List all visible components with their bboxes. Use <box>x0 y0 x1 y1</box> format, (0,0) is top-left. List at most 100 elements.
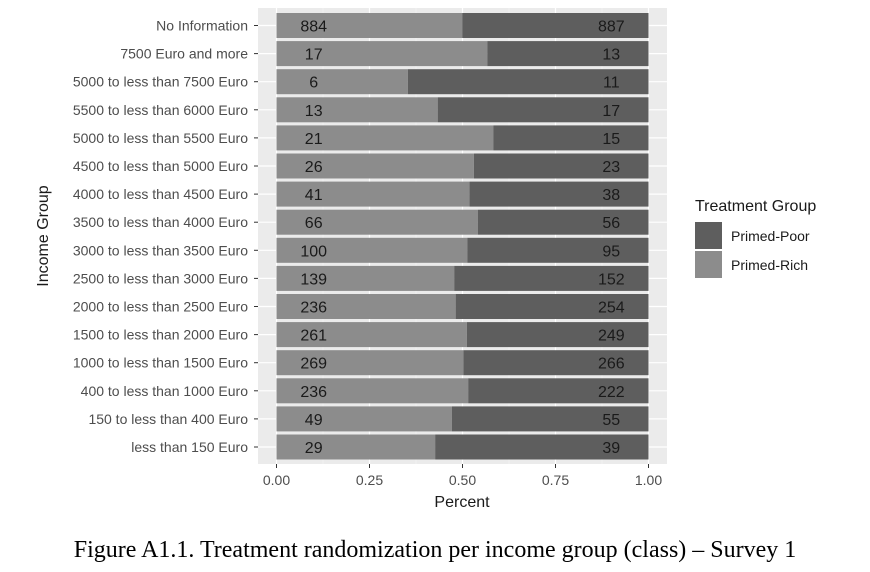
bar-primed-poor <box>493 125 649 151</box>
y-tick-label: 5500 to less than 6000 Euro <box>73 102 248 118</box>
bar-primed-poor <box>469 181 649 207</box>
bar-label-primed-rich: 261 <box>300 328 327 345</box>
bar-primed-rich <box>276 97 438 123</box>
bar-label-primed-poor: 11 <box>603 75 620 92</box>
bar-primed-rich <box>276 41 488 67</box>
legend: Treatment Group Primed-Poor Primed-Rich <box>695 198 816 278</box>
x-tick-label: 0.75 <box>542 472 569 488</box>
legend-title: Treatment Group <box>695 198 816 215</box>
bar-primed-rich <box>276 13 463 38</box>
y-tick-label: 150 to less than 400 Euro <box>88 411 248 427</box>
bar-label-primed-poor: 887 <box>598 19 625 36</box>
bar-label-primed-rich: 269 <box>300 356 327 373</box>
bar-label-primed-rich: 41 <box>305 187 323 204</box>
bar-label-primed-poor: 266 <box>598 356 625 373</box>
bar-label-primed-poor: 152 <box>598 271 625 288</box>
bar-label-primed-poor: 95 <box>602 243 620 260</box>
bar-label-primed-poor: 39 <box>602 440 620 457</box>
bar-label-primed-rich: 6 <box>309 75 318 92</box>
bars-layer <box>276 13 649 460</box>
bar-primed-rich <box>276 153 474 179</box>
bar-primed-poor <box>466 322 649 348</box>
bar-primed-poor <box>451 406 649 432</box>
y-tick-label: 5000 to less than 5500 Euro <box>73 130 248 146</box>
bar-primed-rich <box>276 434 436 460</box>
bar-primed-poor <box>462 13 649 38</box>
stacked-bar-chart: 884 887 17 13 6 11 13 17 21 15 26 23 41 38 66 56 100 95 13… <box>35 8 816 511</box>
y-axis-title: Income Group <box>35 185 52 286</box>
bar-label-primed-rich: 100 <box>300 243 327 260</box>
bar-primed-rich <box>276 350 464 376</box>
bar-label-primed-poor: 38 <box>602 187 620 204</box>
bar-label-primed-poor: 222 <box>598 384 625 401</box>
y-tick-label: 7500 Euro and more <box>120 46 248 62</box>
bar-label-primed-poor: 56 <box>602 215 620 232</box>
y-tick-label: 5000 to less than 7500 Euro <box>73 74 248 90</box>
y-tick-label: No Information <box>156 18 248 34</box>
bar-primed-poor <box>468 378 649 404</box>
bar-primed-rich <box>276 265 455 291</box>
bar-label-primed-rich: 49 <box>305 412 323 429</box>
bar-primed-rich <box>276 294 456 319</box>
bar-primed-rich <box>276 378 469 404</box>
bar-primed-rich <box>276 69 408 95</box>
x-tick-label: 0.25 <box>356 472 383 488</box>
y-tick-label: 1000 to less than 1500 Euro <box>73 355 248 371</box>
bar-label-primed-rich: 26 <box>305 159 323 176</box>
bar-label-primed-poor: 254 <box>598 300 625 317</box>
figure-caption: Figure A1.1. Treatment randomization per… <box>73 537 797 563</box>
bar-primed-poor <box>463 350 649 376</box>
bar-primed-poor <box>454 265 649 291</box>
legend-swatch <box>695 251 722 278</box>
bar-label-primed-rich: 66 <box>305 215 323 232</box>
bar-primed-poor <box>473 153 649 179</box>
x-tick-label: 1.00 <box>635 472 662 488</box>
bar-label-primed-poor: 15 <box>602 131 620 148</box>
y-axis-ticks: No Information 7500 Euro and more 5000 to … <box>73 18 258 455</box>
bar-primed-poor <box>435 434 649 460</box>
bar-label-primed-poor: 55 <box>602 412 620 429</box>
bar-primed-poor <box>407 69 649 95</box>
bar-primed-rich <box>276 406 452 432</box>
bar-primed-rich <box>276 209 478 235</box>
x-axis-title: Percent <box>434 494 490 511</box>
bar-labels-layer: 884 887 17 13 6 11 13 17 21 15 26 23 41 38 66 56 100 95 13… <box>300 19 624 458</box>
legend-items: Primed-Poor Primed-Rich <box>695 222 810 278</box>
bar-primed-poor <box>487 41 649 67</box>
y-tick-label: 3000 to less than 3500 Euro <box>73 242 248 258</box>
y-tick-label: 4500 to less than 5000 Euro <box>73 158 248 174</box>
bar-primed-poor <box>467 237 649 263</box>
legend-label: Primed-Poor <box>731 228 810 244</box>
bar-label-primed-poor: 23 <box>602 159 620 176</box>
y-tick-label: 400 to less than 1000 Euro <box>81 383 249 399</box>
bar-label-primed-rich: 139 <box>300 271 327 288</box>
x-axis-ticks: 0.00 0.25 0.50 0.75 1.00 <box>263 464 662 488</box>
bar-primed-rich <box>276 181 470 207</box>
bar-primed-poor <box>455 294 649 319</box>
legend-label: Primed-Rich <box>731 257 808 273</box>
bar-label-primed-poor: 17 <box>602 103 620 120</box>
bar-primed-poor <box>477 209 649 235</box>
bar-primed-rich <box>276 237 468 263</box>
bar-label-primed-rich: 21 <box>305 131 323 148</box>
y-tick-label: 4000 to less than 4500 Euro <box>73 186 248 202</box>
bar-label-primed-poor: 249 <box>598 328 625 345</box>
bar-label-primed-rich: 17 <box>305 47 323 64</box>
bar-label-primed-rich: 884 <box>300 19 327 36</box>
y-tick-label: 3500 to less than 4000 Euro <box>73 214 248 230</box>
x-tick-label: 0.00 <box>263 472 290 488</box>
x-tick-label: 0.50 <box>449 472 476 488</box>
legend-swatch <box>695 222 722 249</box>
bar-label-primed-rich: 236 <box>300 300 327 317</box>
bar-primed-poor <box>437 97 649 123</box>
bar-label-primed-rich: 13 <box>305 103 323 120</box>
y-tick-label: less than 150 Euro <box>131 439 248 455</box>
bar-primed-rich <box>276 322 467 348</box>
bar-label-primed-rich: 236 <box>300 384 327 401</box>
y-tick-label: 1500 to less than 2000 Euro <box>73 327 248 343</box>
bar-label-primed-rich: 29 <box>305 440 323 457</box>
y-tick-label: 2500 to less than 3000 Euro <box>73 270 248 286</box>
bar-label-primed-poor: 13 <box>602 47 620 64</box>
bar-primed-rich <box>276 125 494 151</box>
y-tick-label: 2000 to less than 2500 Euro <box>73 299 248 315</box>
